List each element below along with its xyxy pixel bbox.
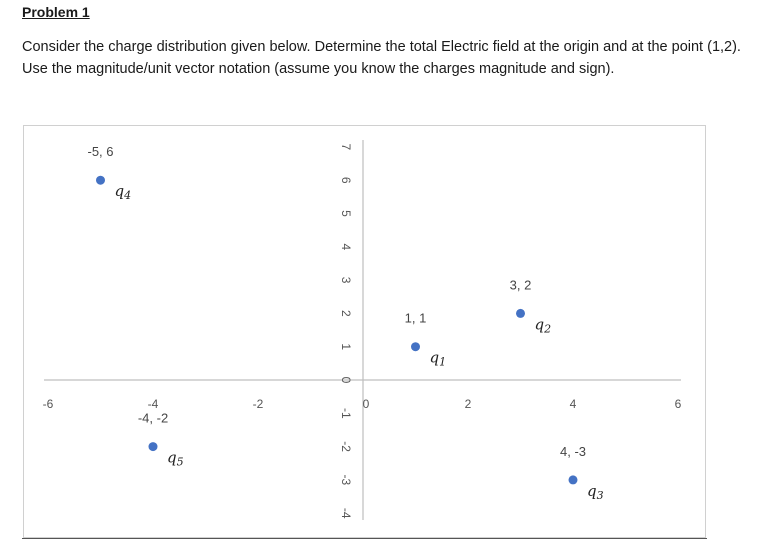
y-tick-label: 1 [339,343,353,350]
charge-label: q2 [535,315,552,335]
data-point [96,175,105,185]
charge-label: q3 [587,482,604,502]
charge-label: q5 [167,449,184,469]
x-tick-label: 4 [570,397,577,411]
bottom-rule [22,538,707,539]
x-tick-label: -4 [148,397,159,411]
point-coordinate-label: -4, -2 [138,411,168,426]
x-tick-label: -2 [253,397,264,411]
point-coordinate-label: 1, 1 [405,311,427,326]
y-tick-label: 7 [339,144,353,151]
point-coordinate-label: 3, 2 [510,277,532,292]
y-tick-label: 4 [339,243,353,250]
x-tick-label: -6 [43,397,54,411]
y-tick-label: 5 [339,210,353,217]
y-tick-label: -4 [339,508,353,519]
y-tick-label: -3 [339,475,353,486]
y-tick-label: 2 [339,310,353,317]
charge-label: q4 [115,182,132,202]
charge-label: q1 [430,349,447,369]
y-tick-label: 6 [339,177,353,184]
y-tick-label: -1 [339,408,353,419]
chart-frame [23,125,706,538]
data-point [568,475,578,485]
y-tick-label: 3 [339,277,353,284]
data-point [516,308,525,318]
y-tick-label: 0 [339,377,353,384]
y-tick-label: -2 [339,441,353,452]
problem-statement: Consider the charge distribution given b… [22,39,741,77]
data-point [411,342,420,352]
data-point [148,442,158,452]
point-coordinate-label: 4, -3 [560,444,586,459]
x-tick-label: 2 [465,397,472,411]
x-tick-label: 6 [675,397,682,411]
x-tick-label: 0 [363,397,370,411]
point-coordinate-label: -5, 6 [87,144,113,159]
problem-heading: Problem 1 [22,4,90,20]
